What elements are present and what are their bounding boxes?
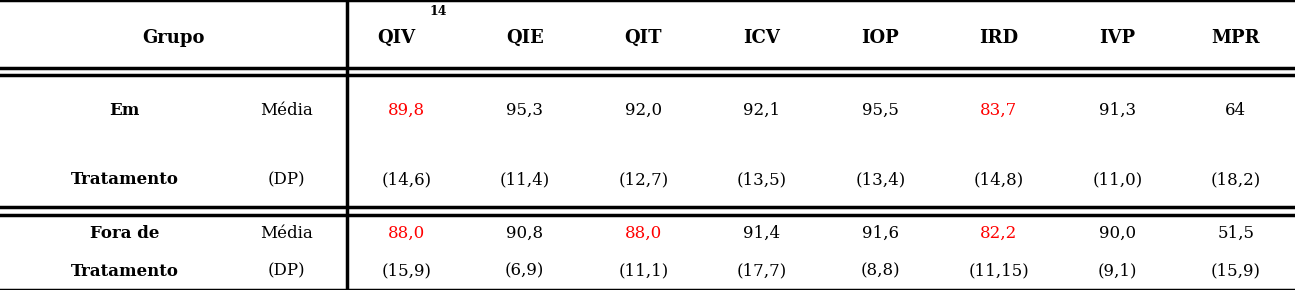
Text: (17,7): (17,7) [737, 263, 787, 280]
Text: (12,7): (12,7) [618, 171, 668, 188]
Text: QIT: QIT [624, 29, 662, 47]
Text: (11,4): (11,4) [500, 171, 550, 188]
Text: ICV: ICV [743, 29, 780, 47]
Text: 91,6: 91,6 [861, 225, 899, 242]
Text: (DP): (DP) [268, 171, 306, 188]
Text: 92,1: 92,1 [743, 102, 781, 119]
Text: IVP: IVP [1099, 29, 1136, 47]
Text: 91,3: 91,3 [1098, 102, 1136, 119]
Text: (14,6): (14,6) [381, 171, 431, 188]
Text: Em: Em [110, 102, 140, 119]
Text: 82,2: 82,2 [980, 225, 1018, 242]
Text: (6,9): (6,9) [505, 263, 544, 280]
Text: MPR: MPR [1211, 29, 1260, 47]
Text: Tratamento: Tratamento [71, 263, 179, 280]
Text: Fora de: Fora de [89, 225, 159, 242]
Text: 95,5: 95,5 [862, 102, 899, 119]
Text: 90,0: 90,0 [1098, 225, 1136, 242]
Text: IRD: IRD [979, 29, 1018, 47]
Text: (DP): (DP) [268, 263, 306, 280]
Text: (18,2): (18,2) [1211, 171, 1261, 188]
Text: (11,0): (11,0) [1092, 171, 1142, 188]
Text: 95,3: 95,3 [506, 102, 544, 119]
Text: (13,5): (13,5) [737, 171, 787, 188]
Text: (15,9): (15,9) [1211, 263, 1261, 280]
Text: (14,8): (14,8) [974, 171, 1024, 188]
Text: (11,15): (11,15) [969, 263, 1030, 280]
Text: QIV: QIV [377, 29, 414, 47]
Text: Média: Média [260, 102, 313, 119]
Text: 83,7: 83,7 [980, 102, 1018, 119]
Text: Média: Média [260, 225, 313, 242]
Text: 90,8: 90,8 [506, 225, 544, 242]
Text: 88,0: 88,0 [624, 225, 662, 242]
Text: 51,5: 51,5 [1217, 225, 1255, 242]
Text: (9,1): (9,1) [1097, 263, 1137, 280]
Text: (8,8): (8,8) [860, 263, 900, 280]
Text: Grupo: Grupo [142, 29, 205, 47]
Text: (13,4): (13,4) [855, 171, 905, 188]
Text: 92,0: 92,0 [624, 102, 662, 119]
Text: 89,8: 89,8 [387, 102, 425, 119]
Text: 64: 64 [1225, 102, 1246, 119]
Text: Tratamento: Tratamento [71, 171, 179, 188]
Text: 14: 14 [430, 5, 448, 18]
Text: 91,4: 91,4 [743, 225, 781, 242]
Text: IOP: IOP [861, 29, 899, 47]
Text: (15,9): (15,9) [381, 263, 431, 280]
Text: 88,0: 88,0 [387, 225, 425, 242]
Text: (11,1): (11,1) [618, 263, 668, 280]
Text: QIE: QIE [506, 29, 544, 47]
